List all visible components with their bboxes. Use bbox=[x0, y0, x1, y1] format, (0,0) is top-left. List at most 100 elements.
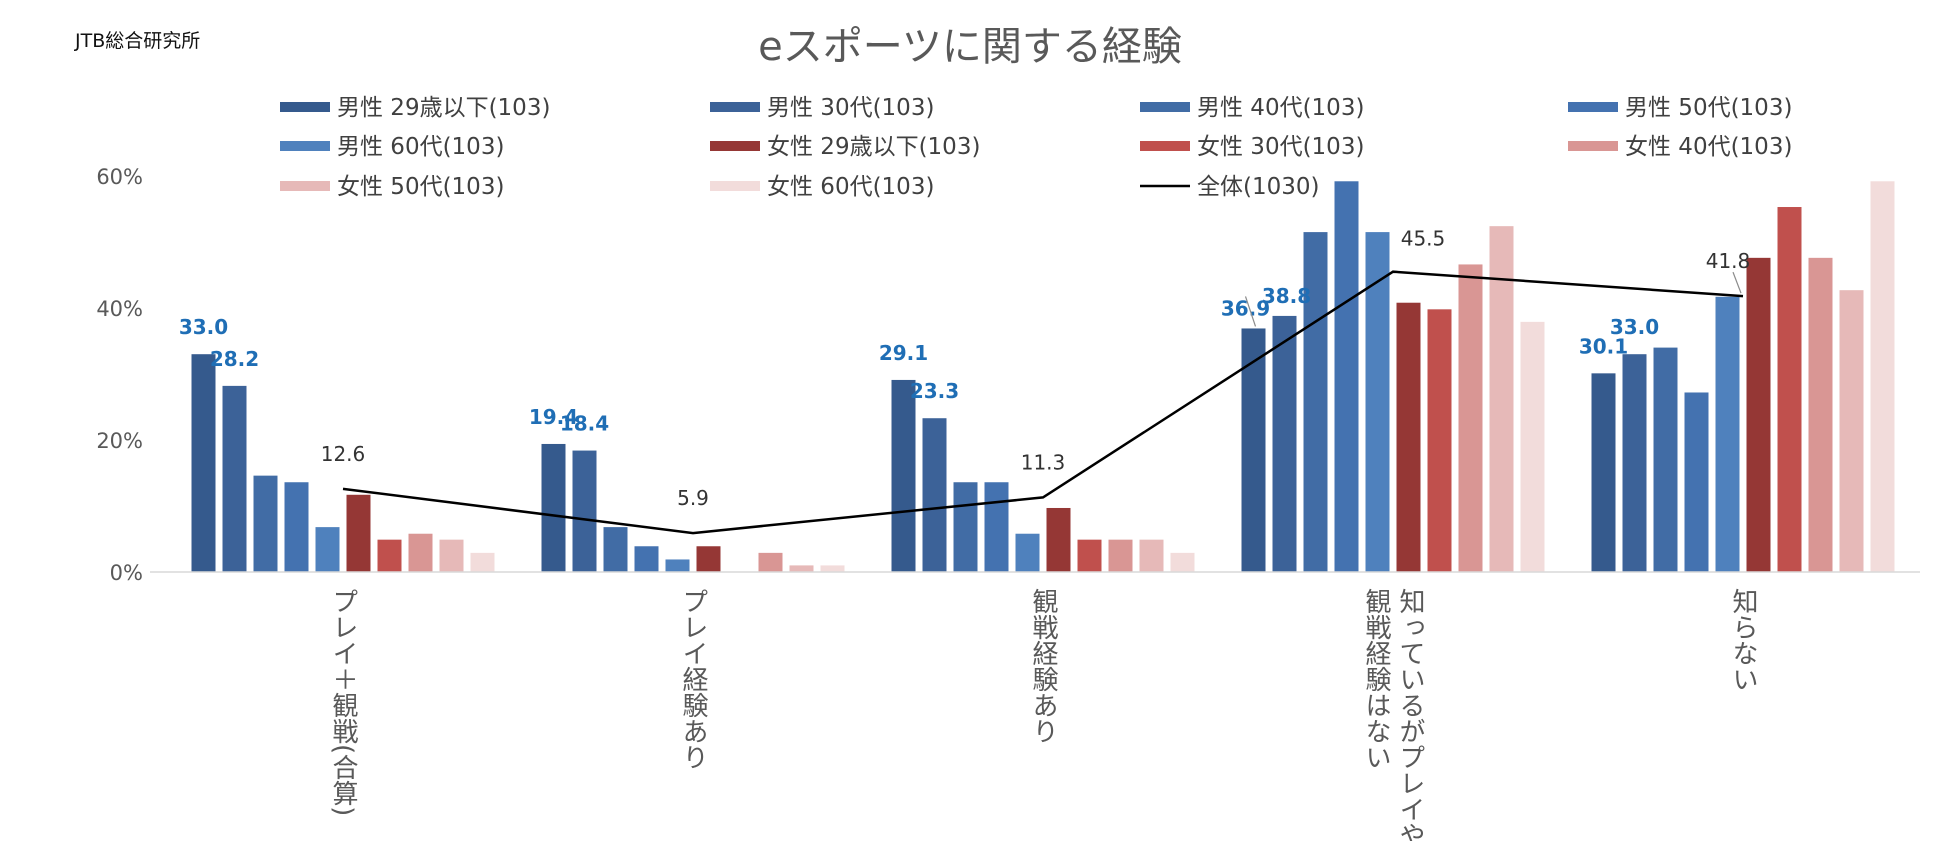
bar bbox=[789, 565, 814, 572]
data-label: 33.0 bbox=[1610, 315, 1659, 339]
legend-swatch bbox=[1568, 141, 1618, 151]
legend-swatch bbox=[1140, 141, 1190, 151]
category-label: 観戦経験あり bbox=[1028, 588, 1058, 744]
y-tick-label: 0% bbox=[110, 561, 143, 585]
x-axis: プレイ＋観戦(合算) プレイ経験あり 観戦経験あり 知っているがプレイや観戦経験はない… bbox=[328, 588, 1758, 841]
bar bbox=[1489, 226, 1514, 572]
bar bbox=[1139, 539, 1164, 572]
legend-label: 女性 50代(103) bbox=[337, 174, 504, 200]
bar bbox=[1870, 181, 1895, 572]
legend-swatch bbox=[280, 181, 330, 191]
total-data-label: 12.6 bbox=[321, 442, 366, 466]
legend-label: 男性 29歳以下(103) bbox=[337, 95, 550, 121]
legend-swatch bbox=[280, 102, 330, 112]
bar bbox=[541, 443, 566, 572]
total-data-label: 5.9 bbox=[677, 486, 709, 510]
bar bbox=[191, 354, 216, 572]
bar bbox=[891, 379, 916, 572]
data-label: 38.8 bbox=[1262, 284, 1311, 308]
bar bbox=[922, 418, 947, 572]
bar bbox=[1520, 321, 1545, 572]
bar bbox=[1108, 539, 1133, 572]
bar bbox=[346, 494, 371, 572]
bar bbox=[1046, 507, 1071, 572]
y-tick-label: 40% bbox=[96, 297, 143, 321]
legend-label: 男性 50代(103) bbox=[1625, 95, 1792, 121]
leader-line bbox=[1732, 271, 1742, 294]
bar bbox=[1427, 309, 1452, 572]
bar bbox=[1746, 257, 1771, 572]
bar bbox=[953, 482, 978, 572]
total-line bbox=[342, 270, 1744, 535]
legend-label: 男性 30代(103) bbox=[767, 95, 934, 121]
bar bbox=[758, 552, 783, 572]
bar bbox=[1653, 347, 1678, 572]
bar bbox=[470, 552, 495, 572]
bar bbox=[696, 546, 721, 572]
data-label: 28.2 bbox=[210, 347, 259, 371]
data-label: 19.4 bbox=[529, 405, 578, 429]
bar bbox=[634, 546, 659, 572]
bar bbox=[1777, 207, 1802, 572]
category-label: 知らない bbox=[1728, 588, 1758, 692]
y-axis: 0% 20% 40% 60% bbox=[96, 165, 143, 585]
bar bbox=[1622, 354, 1647, 572]
category-label: プレイ経験あり bbox=[678, 588, 708, 770]
bar bbox=[1303, 232, 1328, 572]
bar bbox=[1684, 392, 1709, 572]
bar bbox=[1365, 232, 1390, 572]
bar bbox=[1715, 296, 1740, 572]
data-labels: 33.0 19.4 29.1 36.9 30.1 28.2 18.4 23.3 38.8 33.0… bbox=[179, 227, 1750, 510]
bar bbox=[377, 539, 402, 572]
bar bbox=[1458, 264, 1483, 572]
bar bbox=[603, 527, 628, 572]
data-label: 33.0 bbox=[179, 315, 228, 339]
data-label: 36.9 bbox=[1221, 296, 1270, 320]
bar bbox=[820, 565, 845, 572]
legend-label: 女性 30代(103) bbox=[1197, 134, 1364, 160]
legend-swatch bbox=[710, 102, 760, 112]
y-tick-label: 20% bbox=[96, 429, 143, 453]
data-label: 29.1 bbox=[879, 341, 928, 365]
legend-label: 全体(1030) bbox=[1197, 174, 1319, 200]
bar bbox=[1839, 290, 1864, 572]
legend-swatch bbox=[710, 181, 760, 191]
y-tick-label: 60% bbox=[96, 165, 143, 189]
legend-label: 女性 60代(103) bbox=[767, 174, 934, 200]
category-label: 知っているがプレイや bbox=[1395, 588, 1425, 841]
bar bbox=[1334, 181, 1359, 572]
total-data-label: 45.5 bbox=[1401, 227, 1446, 251]
bar bbox=[315, 527, 340, 572]
bar bbox=[572, 450, 597, 572]
legend-label: 女性 40代(103) bbox=[1625, 134, 1792, 160]
legend-label: 男性 60代(103) bbox=[337, 134, 504, 160]
bar bbox=[1015, 533, 1040, 572]
bar bbox=[222, 385, 247, 572]
bar bbox=[253, 475, 278, 572]
legend-swatch bbox=[280, 141, 330, 151]
bar bbox=[439, 539, 464, 572]
bar bbox=[1808, 257, 1833, 572]
chart-title: eスポーツに関する経験 bbox=[758, 24, 1182, 70]
data-label: 30.1 bbox=[1579, 334, 1628, 358]
bar bbox=[284, 482, 309, 572]
bar bbox=[1170, 552, 1195, 572]
bar bbox=[984, 482, 1009, 572]
category-label: プレイ＋観戦(合算) bbox=[328, 588, 358, 816]
bars bbox=[191, 181, 1895, 572]
legend-swatch bbox=[1568, 102, 1618, 112]
bar bbox=[1077, 539, 1102, 572]
total-line-series bbox=[342, 270, 1744, 535]
legend-swatch bbox=[710, 141, 760, 151]
legend-swatch bbox=[1140, 102, 1190, 112]
data-label: 18.4 bbox=[560, 412, 609, 436]
bar bbox=[1591, 373, 1616, 572]
legend-label: 女性 29歳以下(103) bbox=[767, 134, 980, 160]
bar bbox=[665, 559, 690, 572]
legend-label: 男性 40代(103) bbox=[1197, 95, 1364, 121]
leader-line bbox=[1244, 296, 1257, 327]
category-label: 観戦経験はない bbox=[1361, 588, 1391, 770]
bar bbox=[408, 533, 433, 572]
legend: 男性 29歳以下(103) 男性 30代(103) 男性 40代(103) 男性 50… bbox=[280, 95, 1792, 200]
total-data-label: 11.3 bbox=[1021, 450, 1066, 474]
